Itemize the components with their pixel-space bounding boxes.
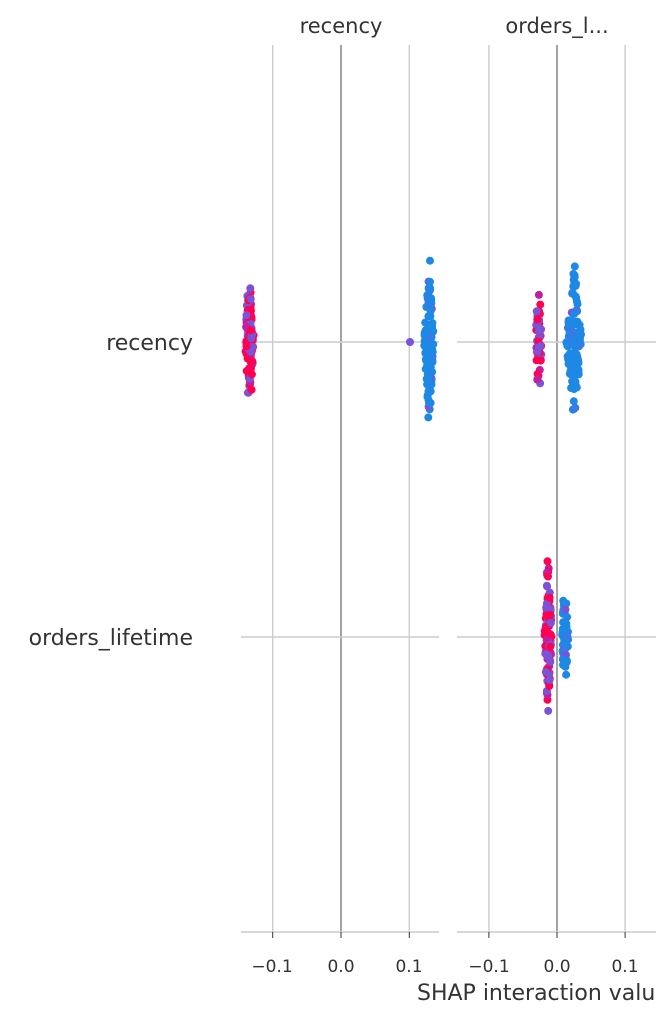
data-point-cluster1-88 — [246, 363, 255, 372]
data-point-cluster2-99 — [428, 347, 437, 356]
data-point-cluster1-43 — [248, 357, 257, 366]
data-point-cluster5-92 — [546, 610, 554, 619]
data-point-cluster3-55 — [533, 315, 542, 324]
data-point-cluster5-87 — [544, 706, 553, 715]
data-point-cluster5-100 — [546, 619, 555, 627]
data-point-cluster2-109 — [420, 342, 429, 351]
x-tick-label-p2-zero: 0.0 — [543, 957, 570, 977]
data-point-cluster4-110 — [570, 347, 579, 356]
data-point-cluster2-80 — [427, 341, 436, 350]
x-tick-label-p1-pos: 0.1 — [395, 957, 422, 977]
data-point-cluster3-35 — [532, 307, 541, 316]
feature-label-orders-lifetime: orders_lifetime — [29, 626, 193, 651]
data-point-cluster6-59 — [563, 631, 571, 640]
data-point-cluster3-26 — [534, 290, 543, 299]
data-point-cluster3-38 — [533, 375, 542, 384]
data-point-cluster5-62 — [542, 581, 551, 590]
data-point-cluster1-90 — [242, 342, 251, 351]
data-point-cluster2-102 — [426, 387, 435, 396]
data-point-cluster5-96 — [545, 593, 554, 602]
data-point-cluster3-53 — [535, 324, 544, 332]
data-point-cluster1-84 — [242, 311, 251, 320]
data-point-cluster5-99 — [546, 657, 555, 666]
data-point-cluster3-52 — [536, 342, 545, 351]
data-point-cluster4-108 — [570, 271, 579, 280]
data-point-cluster4-98 — [577, 330, 585, 339]
data-point-cluster4-101 — [569, 282, 578, 291]
data-point-cluster1-83 — [246, 326, 255, 335]
data-point-cluster6-60 — [558, 624, 567, 633]
data-point-cluster2-107 — [424, 413, 433, 422]
data-point-cluster4-15 — [570, 262, 579, 271]
data-point-cluster5-80 — [541, 667, 550, 676]
data-point-cluster3-11 — [536, 300, 545, 309]
data-point-cluster5-93 — [546, 642, 555, 651]
data-point-cluster6-56 — [559, 655, 567, 664]
text-layer: recency orders_l... recency orders_lifet… — [29, 14, 656, 1006]
data-point-cluster2-110 — [423, 380, 432, 389]
data-point-cluster2-59 — [426, 256, 434, 265]
data-point-cluster4-100 — [564, 319, 573, 328]
data-point-cluster1-86 — [247, 370, 256, 379]
x-tick-label-p2-pos: 0.1 — [611, 957, 638, 977]
x-tick-label-p1-neg: −0.1 — [251, 957, 292, 977]
panel-title-orders-lifetime: orders_l... — [505, 14, 608, 39]
data-point-cluster2-106 — [426, 362, 435, 371]
data-point-cluster4-99 — [571, 358, 580, 366]
data-point-cluster2-103 — [426, 312, 435, 321]
data-point-cluster4-106 — [571, 377, 580, 386]
x-tick-label-p2-neg: −0.1 — [468, 957, 509, 977]
data-point-cluster2-108 — [428, 322, 437, 331]
data-point-cluster4-95 — [573, 317, 582, 326]
data-point-cluster4-18 — [569, 397, 578, 406]
data-point-cluster2-90 — [425, 399, 434, 408]
data-point-cluster2-73 — [426, 277, 434, 286]
data-point-cluster2-85 — [427, 299, 436, 308]
panel-title-recency: recency — [300, 14, 383, 38]
data-point-cluster2-100 — [420, 331, 429, 340]
data-point-cluster4-105 — [574, 370, 583, 379]
data-point-outlier-1 — [406, 338, 414, 346]
data-point-cluster6-57 — [559, 644, 568, 653]
grid-layer — [241, 45, 656, 938]
feature-label-recency: recency — [106, 331, 193, 356]
data-point-cluster6-50 — [561, 605, 570, 614]
data-point-cluster5-98 — [544, 572, 552, 581]
data-point-cluster6-51 — [560, 617, 569, 626]
dots-layer — [241, 256, 585, 715]
data-point-cluster5-97 — [542, 628, 551, 636]
data-point-cluster1-85 — [247, 385, 256, 394]
data-point-cluster4-102 — [564, 359, 573, 368]
x-axis-label: SHAP interaction valu — [417, 981, 655, 1006]
data-point-cluster3-54 — [532, 356, 541, 365]
data-point-cluster4-82 — [563, 342, 572, 351]
data-point-cluster1-87 — [246, 295, 255, 303]
data-point-cluster6-8 — [562, 670, 571, 679]
x-tick-label-p1-zero: 0.0 — [327, 957, 354, 977]
data-point-cluster4-104 — [572, 293, 581, 302]
data-point-cluster4-61 — [571, 403, 580, 412]
data-point-cluster2-104 — [425, 283, 434, 292]
data-point-cluster5-95 — [545, 676, 554, 685]
data-point-cluster1-81 — [246, 284, 255, 293]
data-point-cluster5-83 — [543, 557, 552, 566]
data-point-cluster4-94 — [570, 309, 579, 318]
